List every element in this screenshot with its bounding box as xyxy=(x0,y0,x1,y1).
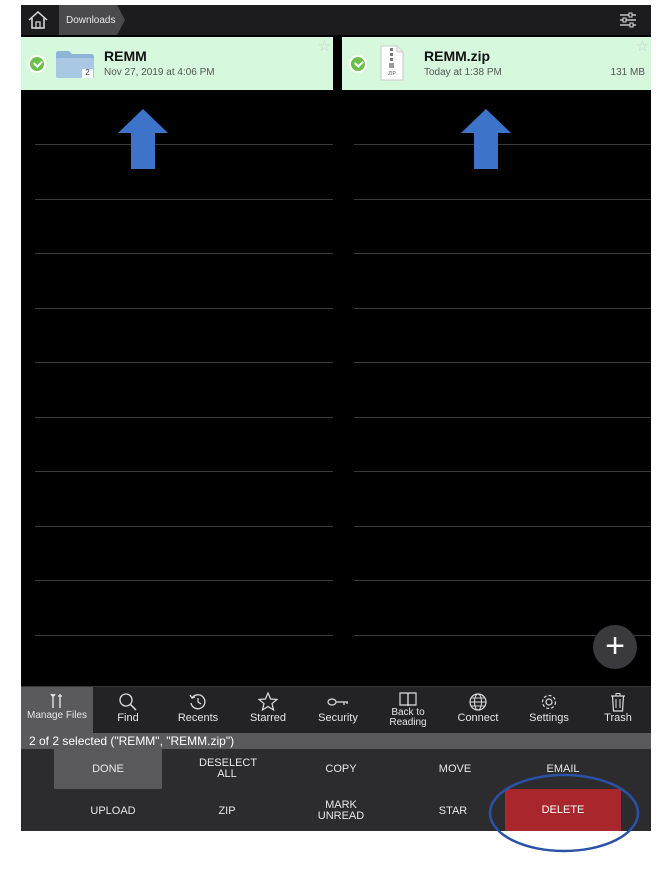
tab-manage-files[interactable]: Manage Files xyxy=(21,687,93,733)
file-grid-empty-rows xyxy=(21,90,651,690)
deselect-all-button[interactable]: DESELECT ALL xyxy=(177,749,277,789)
delete-button[interactable]: DELETE xyxy=(505,789,621,831)
row-separator xyxy=(354,144,651,145)
upload-button[interactable]: UPLOAD xyxy=(90,804,136,817)
tab-label: Trash xyxy=(604,712,632,724)
row-separator xyxy=(35,198,333,200)
row-separator xyxy=(354,580,651,581)
key-icon xyxy=(327,698,348,706)
tab-label: Connect xyxy=(457,712,499,724)
folder-icon: 2 xyxy=(55,49,95,79)
file-name: REMM xyxy=(104,48,147,64)
annotation-circle-icon xyxy=(488,773,640,853)
file-tile-remm[interactable]: 2 REMM Nov 27, 2019 at 4:06 PM ☆ xyxy=(21,37,333,90)
file-size: 131 MB xyxy=(610,67,645,78)
row-separator xyxy=(35,416,333,418)
row-separator xyxy=(35,471,333,472)
tab-recents[interactable]: Recents xyxy=(163,687,233,733)
row-separator xyxy=(354,525,651,527)
tab-back-to-reading[interactable]: Back to Reading xyxy=(373,687,443,733)
file-name: REMM.zip xyxy=(424,48,491,64)
history-icon xyxy=(189,694,206,710)
row-separator xyxy=(354,362,651,363)
row-separator xyxy=(35,634,333,636)
selection-actions: DONE DESELECT ALL COPY MOVE EMAIL UPLOAD… xyxy=(21,749,651,831)
star-button[interactable]: STAR xyxy=(438,804,468,817)
book-icon xyxy=(399,692,417,707)
copy-button[interactable]: COPY xyxy=(325,762,357,775)
email-button[interactable]: EMAIL xyxy=(546,762,580,775)
bottom-tab-bar: Manage Files Find Recents Starred xyxy=(21,686,651,733)
row-separator xyxy=(35,525,333,527)
row-separator xyxy=(354,198,651,200)
file-date: Nov 27, 2019 at 4:06 PM xyxy=(104,67,215,78)
star-icon[interactable]: ☆ xyxy=(317,38,331,55)
zip-button[interactable]: ZIP xyxy=(218,804,236,817)
tab-settings[interactable]: Settings xyxy=(513,687,585,733)
tab-label: Security xyxy=(318,712,358,724)
done-button[interactable]: DONE xyxy=(54,749,162,789)
tab-label: Starred xyxy=(249,712,287,724)
tab-connect[interactable]: Connect xyxy=(443,687,513,733)
tab-find[interactable]: Find xyxy=(93,687,163,733)
tab-security[interactable]: Security xyxy=(303,687,373,733)
selected-check-icon[interactable] xyxy=(28,55,46,73)
file-manager-app: Downloads 2 REMM Nov 27, 2019 at 4:06 xyxy=(21,5,651,831)
plus-icon: + xyxy=(605,627,625,665)
selection-status: 2 of 2 selected ("REMM", "REMM.zip") xyxy=(21,733,651,749)
zip-label: ZIP xyxy=(388,71,396,77)
row-separator xyxy=(354,307,651,309)
deselect-all-label: DESELECT ALL xyxy=(199,757,258,780)
top-bar: Downloads xyxy=(21,5,651,35)
add-button[interactable]: + xyxy=(593,625,637,669)
row-separator xyxy=(35,580,333,581)
sliders-icon[interactable] xyxy=(619,12,637,28)
zip-file-icon: ZIP xyxy=(380,45,404,81)
row-separator xyxy=(35,253,333,254)
selected-check-icon[interactable] xyxy=(349,55,367,73)
star-icon[interactable]: ☆ xyxy=(635,38,649,55)
file-tile-remm-zip[interactable]: ZIP REMM.zip Today at 1:38 PM 131 MB ☆ xyxy=(342,37,651,90)
folder-count-badge: 2 xyxy=(85,68,90,77)
row-separator xyxy=(35,362,333,363)
tab-label: Find xyxy=(117,712,139,724)
tab-trash[interactable]: Trash xyxy=(585,687,651,733)
gear-icon xyxy=(541,694,557,710)
move-button[interactable]: MOVE xyxy=(438,762,472,775)
tab-label: Settings xyxy=(529,712,569,724)
search-icon xyxy=(119,693,137,711)
row-separator xyxy=(354,471,651,472)
tab-label: Recents xyxy=(177,712,219,724)
annotation-arrow-up-icon xyxy=(118,109,168,169)
breadcrumb-label: Downloads xyxy=(66,14,116,26)
file-date: Today at 1:38 PM xyxy=(424,67,502,78)
breadcrumb-downloads[interactable]: Downloads xyxy=(59,5,125,35)
row-separator xyxy=(35,307,333,309)
tab-label: Back to Reading xyxy=(389,707,427,728)
mark-unread-label: MARK UNREAD xyxy=(317,799,365,822)
globe-icon xyxy=(469,693,487,711)
star-icon xyxy=(258,692,278,712)
tools-icon xyxy=(50,693,62,708)
row-separator xyxy=(354,634,651,636)
tab-starred[interactable]: Starred xyxy=(233,687,303,733)
mark-unread-button[interactable]: MARK UNREAD xyxy=(291,791,391,831)
row-separator xyxy=(354,253,651,254)
row-separator xyxy=(35,144,333,145)
annotation-arrow-up-icon xyxy=(461,109,511,169)
tab-label: Manage Files xyxy=(26,710,88,721)
home-icon[interactable] xyxy=(27,10,49,30)
trash-icon xyxy=(611,693,625,712)
row-separator xyxy=(354,416,651,418)
